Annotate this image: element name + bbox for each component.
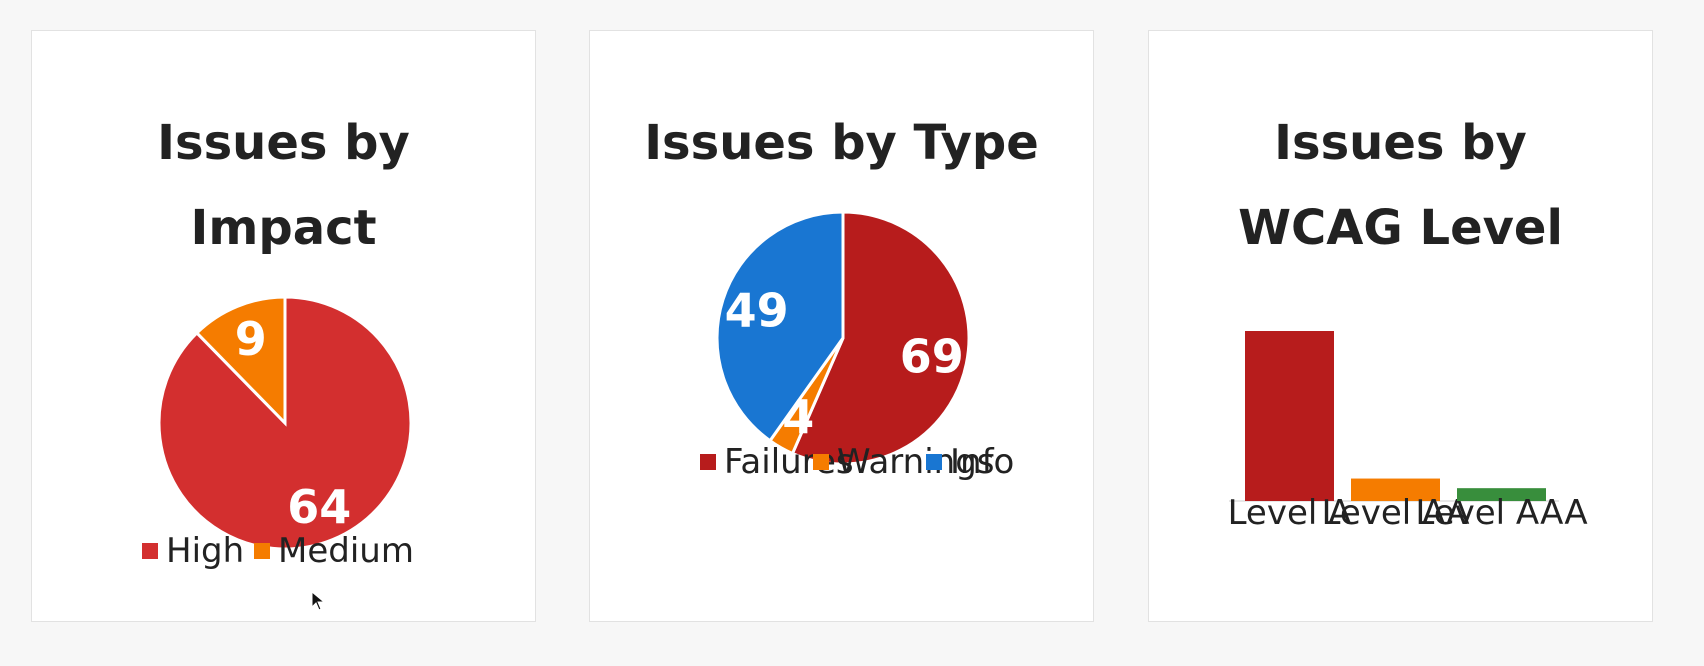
mouse-cursor-icon xyxy=(311,591,325,611)
slice-value-label: 69 xyxy=(900,330,964,384)
x-tick-label: Level AAA xyxy=(1415,493,1587,533)
bar-level-a[interactable] xyxy=(1245,331,1334,501)
pie-slice-info[interactable] xyxy=(715,210,845,443)
legend-swatch xyxy=(813,454,829,470)
chart-title: Issues by Type xyxy=(644,115,1039,171)
legend-swatch xyxy=(700,454,716,470)
type-chart-card: Issues by Type 69 4 49 Failures Warnings Info xyxy=(589,30,1094,622)
legend-label: Info xyxy=(950,442,1014,482)
legend-swatch xyxy=(142,543,158,559)
chart-title: Issues by WCAG Level xyxy=(1238,115,1563,256)
wcag-chart-card: Issues by WCAG Level Level A Level AA Leve… xyxy=(1148,30,1653,622)
chart-title: Issues by Impact xyxy=(157,115,410,256)
legend-label: High xyxy=(166,531,244,571)
x-tick-label: Level AA xyxy=(1321,493,1469,533)
impact-chart-card: Issues by Impact 64 9 High Medium xyxy=(31,30,536,622)
legend-label: Warnings xyxy=(837,442,995,482)
bar-level-aa[interactable] xyxy=(1351,478,1440,501)
pie-slice-medium[interactable] xyxy=(194,295,287,427)
slice-value-label: 64 xyxy=(287,480,351,534)
slice-value-label: 49 xyxy=(725,283,789,337)
slice-value-label: 9 xyxy=(235,312,267,366)
x-tick-label: Level A xyxy=(1228,493,1352,533)
slice-value-label: 4 xyxy=(782,390,814,444)
impact-pie-chart: 64 9 High Medium xyxy=(142,295,414,571)
legend-label: Failures xyxy=(724,442,854,482)
bar-level-aaa[interactable] xyxy=(1457,488,1546,501)
legend-swatch xyxy=(254,543,270,559)
pie-slice-failures[interactable] xyxy=(790,210,971,466)
legend-swatch xyxy=(926,454,942,470)
legend-label: Medium xyxy=(278,531,414,571)
